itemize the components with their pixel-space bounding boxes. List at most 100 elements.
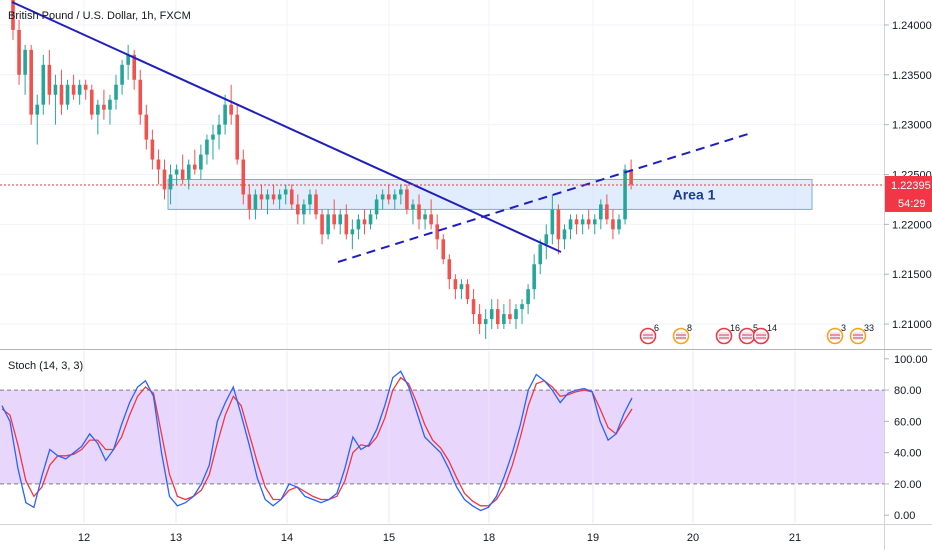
stoch-axis-ticks: 100.00 80.00 60.00 40.00 20.00 0.00 — [884, 354, 928, 522]
event-count: 3 — [841, 323, 846, 333]
candle-bear — [296, 204, 300, 215]
candles — [11, 0, 633, 340]
stoch-tick-label: 40.00 — [894, 448, 922, 460]
candle-bull — [350, 229, 355, 235]
economic-event-badge[interactable]: 14 — [752, 323, 778, 345]
price-tick-label: 1.23500 — [892, 70, 932, 82]
candle-bull — [211, 134, 215, 140]
time-tick-label: 14 — [281, 532, 293, 544]
candle-bear — [605, 204, 609, 220]
candle-bear — [102, 104, 106, 110]
event-count: 14 — [767, 323, 777, 333]
candle-bear — [289, 189, 294, 205]
time-axis-ticks: 12 13 14 15 18 19 20 21 — [78, 532, 801, 544]
stoch-grid — [83, 351, 796, 523]
flag-icon-fill — [643, 332, 653, 340]
candle-bull — [520, 304, 524, 310]
event-count: 6 — [654, 323, 659, 333]
candle-bear — [271, 194, 276, 200]
price-grid — [0, 0, 884, 349]
price-pane[interactable]: Area 1 6 8 16 5 14 3 33 British Pound / U.S. D… — [0, 0, 884, 349]
candle-bull — [368, 214, 373, 225]
flag-icon-fill — [719, 332, 729, 340]
candle-bear — [156, 159, 161, 170]
candle-bull — [205, 139, 209, 155]
price-axis[interactable]: 1.240001.235001.230001.225001.220001.215… — [884, 0, 932, 550]
candle-bear — [83, 84, 88, 90]
economic-event-badge[interactable]: 3 — [826, 323, 847, 345]
candle-bull — [168, 174, 173, 190]
candle-bull — [65, 84, 70, 105]
candle-bull — [326, 214, 330, 235]
candle-bull — [223, 104, 227, 125]
candle-bull — [283, 189, 288, 195]
candle-bull — [199, 154, 203, 170]
economic-event-badge[interactable]: 8 — [672, 323, 693, 345]
candle-bear — [71, 84, 76, 95]
candle-bear — [144, 114, 149, 140]
price-tick-label: 1.24000 — [892, 20, 932, 32]
candle-bear — [47, 64, 52, 95]
candle-bear — [586, 219, 591, 225]
candle-bear — [362, 219, 367, 225]
time-tick-label: 12 — [78, 532, 90, 544]
candle-bear — [429, 214, 433, 225]
candle-bear — [11, 0, 15, 30]
time-tick-label: 20 — [687, 532, 699, 544]
candle-bull — [399, 189, 403, 195]
bar-countdown: 54:29 — [898, 198, 926, 210]
time-axis[interactable]: 12 13 14 15 18 19 20 21 — [0, 524, 932, 545]
chart-title: British Pound / U.S. Dollar, 1h, FXCM — [8, 10, 191, 22]
candle-bear — [314, 194, 318, 215]
candle-bull — [53, 84, 58, 95]
price-axis-ticks: 1.240001.235001.230001.225001.220001.215… — [884, 20, 932, 331]
economic-event-badge[interactable]: 6 — [639, 323, 660, 345]
candle-bear — [150, 139, 155, 160]
stoch-tick-label: 60.00 — [894, 416, 922, 428]
stochastic-pane[interactable]: 100.00 80.00 60.00 40.00 20.00 0.00 Stoch (14… — [0, 351, 928, 523]
stoch-tick-label: 100.00 — [894, 354, 928, 366]
event-count: 33 — [864, 323, 874, 333]
candle-bear — [59, 84, 64, 105]
downtrend-line[interactable] — [11, 1, 562, 253]
stoch-label: Stoch (14, 3, 3) — [8, 360, 83, 372]
economic-event-badges[interactable]: 6 8 16 5 14 3 33 — [639, 323, 875, 345]
candle-bear — [235, 114, 240, 160]
candle-bull — [35, 104, 40, 115]
stoch-tick-label: 80.00 — [894, 385, 922, 397]
candle-bull — [483, 319, 488, 325]
economic-event-badge[interactable]: 33 — [849, 323, 875, 345]
candle-bull — [374, 199, 379, 215]
candle-bear — [453, 279, 458, 290]
time-tick-label: 13 — [170, 532, 182, 544]
candle-bear — [259, 194, 264, 200]
candle-bull — [459, 284, 464, 290]
candle-bull — [114, 84, 118, 100]
candle-bear — [611, 219, 615, 230]
candle-bull — [120, 64, 124, 85]
candle-bull — [277, 194, 282, 200]
area-1-label: Area 1 — [673, 186, 716, 202]
candle-bull — [544, 234, 549, 245]
time-tick-label: 18 — [483, 532, 495, 544]
candle-bull — [174, 169, 179, 175]
candle-bear — [229, 104, 233, 115]
candle-bull — [217, 124, 221, 135]
candle-bear — [496, 309, 500, 325]
candle-bull — [617, 219, 621, 230]
candle-bull — [392, 194, 397, 200]
stoch-d-line — [1, 376, 633, 507]
candle-bear — [465, 284, 470, 300]
candle-bear — [441, 239, 446, 260]
candle-bull — [186, 164, 191, 180]
candle-bull — [568, 219, 573, 230]
time-tick-label: 21 — [789, 532, 801, 544]
candle-bear — [247, 194, 252, 210]
candle-bull — [580, 219, 585, 225]
candle-bull — [108, 99, 112, 110]
flag-icon-fill — [756, 332, 766, 340]
economic-event-badge[interactable]: 16 — [715, 323, 741, 345]
candle-bear — [344, 214, 349, 235]
dashed-trend-line[interactable] — [337, 133, 749, 263]
candle-bull — [502, 314, 506, 325]
